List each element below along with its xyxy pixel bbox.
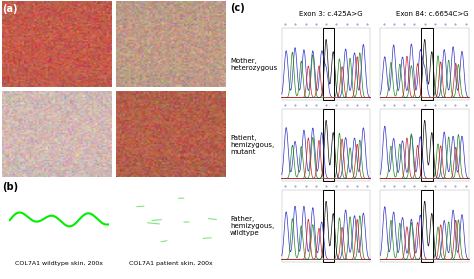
Text: Patient,
hemizygous,
mutant: Patient, hemizygous, mutant xyxy=(230,135,274,155)
Text: (b): (b) xyxy=(11,193,24,202)
Bar xyxy=(323,109,334,181)
Text: Father,
hemizygous,
wildtype: Father, hemizygous, wildtype xyxy=(230,216,274,236)
Text: (b): (b) xyxy=(2,182,18,192)
Bar xyxy=(421,28,433,100)
Bar xyxy=(323,28,334,100)
Bar xyxy=(421,109,433,181)
Bar xyxy=(282,109,371,181)
Bar xyxy=(421,190,433,262)
Text: Mother,
heterozygous: Mother, heterozygous xyxy=(230,58,277,71)
Bar xyxy=(282,190,371,262)
Text: (a): (a) xyxy=(2,4,18,14)
Bar xyxy=(282,28,371,100)
Bar xyxy=(380,190,469,262)
Text: COL7A1 wildtype skin, 200x: COL7A1 wildtype skin, 200x xyxy=(15,261,103,266)
Text: Exon 3: c.425A>G: Exon 3: c.425A>G xyxy=(299,11,363,17)
Bar xyxy=(380,109,469,181)
Bar xyxy=(323,190,334,262)
Bar xyxy=(380,28,469,100)
Text: (c): (c) xyxy=(230,3,245,13)
Text: COL7A1 patient skin, 200x: COL7A1 patient skin, 200x xyxy=(129,261,212,266)
Text: Exon 84: c.6654C>G: Exon 84: c.6654C>G xyxy=(396,11,468,17)
